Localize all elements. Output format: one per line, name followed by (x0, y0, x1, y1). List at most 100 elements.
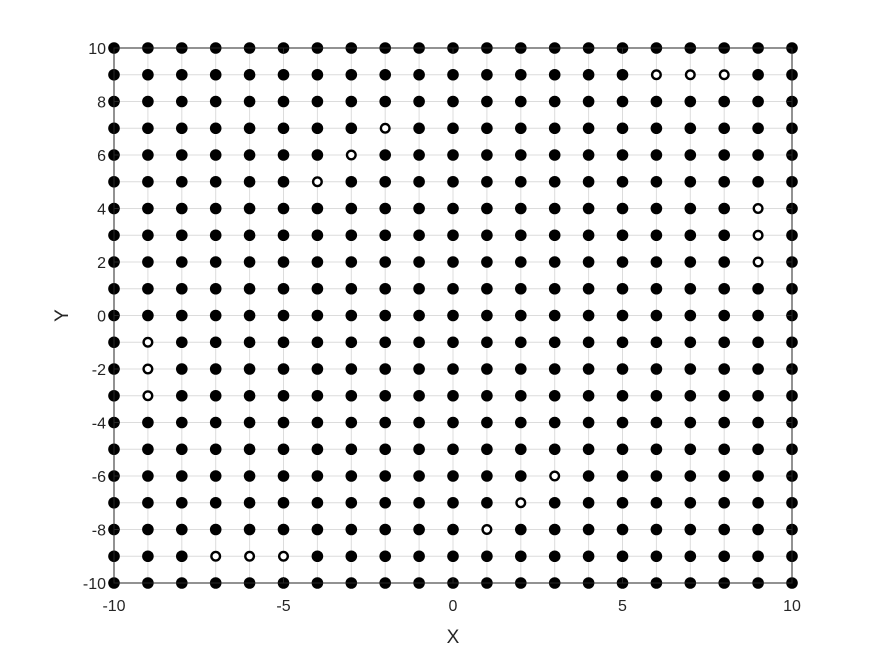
filled-point (447, 256, 459, 268)
y-axis-title: Y (52, 309, 73, 322)
filled-point (684, 229, 697, 242)
hollow-point (515, 497, 527, 509)
filled-point (752, 363, 764, 375)
filled-point (413, 68, 425, 81)
filled-point (684, 336, 697, 349)
filled-point (345, 229, 358, 242)
filled-point (413, 149, 425, 161)
filled-point (684, 175, 697, 188)
y-tick-label: 8 (97, 95, 106, 112)
filled-point (277, 309, 290, 322)
filled-point (142, 496, 154, 509)
filled-point (548, 282, 561, 295)
filled-point (650, 443, 663, 456)
filled-point (616, 389, 629, 402)
filled-point (582, 470, 595, 482)
filled-point (616, 95, 629, 108)
filled-point (684, 496, 697, 509)
filled-point (311, 95, 324, 108)
filled-point (684, 470, 697, 482)
filled-point (616, 523, 629, 536)
y-tick-label: 4 (97, 202, 106, 219)
filled-point (481, 256, 493, 268)
filled-point (616, 256, 629, 268)
filled-point (243, 336, 256, 349)
filled-point (243, 68, 256, 81)
filled-point (616, 122, 629, 135)
x-axis-title: X (447, 627, 460, 648)
filled-point (142, 229, 154, 242)
filled-point (616, 496, 629, 509)
filled-point (718, 443, 730, 456)
filled-point (379, 175, 392, 188)
filled-point (311, 416, 324, 429)
filled-point (718, 550, 730, 563)
filled-point (582, 149, 595, 161)
filled-point (176, 122, 188, 135)
hollow-point (684, 69, 696, 81)
filled-point (379, 229, 392, 242)
filled-point (481, 122, 493, 135)
filled-point (209, 229, 222, 242)
hollow-point (142, 390, 154, 402)
filled-point (684, 122, 697, 135)
filled-point (277, 175, 290, 188)
filled-point (752, 416, 764, 429)
hollow-point (142, 363, 154, 375)
filled-point (413, 336, 425, 349)
filled-point (311, 336, 324, 349)
y-tick-label: 10 (88, 41, 106, 58)
filled-point (209, 175, 222, 188)
filled-point (142, 550, 154, 563)
filled-point (447, 229, 459, 242)
filled-point (548, 309, 561, 322)
filled-point (752, 175, 764, 188)
filled-point (243, 496, 256, 509)
filled-point (413, 122, 425, 135)
hollow-point (752, 202, 764, 214)
filled-point (481, 336, 493, 349)
filled-point (718, 282, 730, 295)
filled-point (142, 523, 154, 536)
filled-point (176, 443, 188, 456)
filled-point (447, 336, 459, 349)
filled-point (209, 149, 222, 161)
filled-point (481, 282, 493, 295)
filled-point (176, 336, 188, 349)
filled-point (515, 175, 527, 188)
filled-point (176, 202, 188, 215)
filled-point (684, 282, 697, 295)
filled-point (582, 309, 595, 322)
filled-point (379, 336, 392, 349)
tick-marks (113, 47, 793, 584)
filled-point (447, 496, 459, 509)
filled-point (481, 309, 493, 322)
filled-point (718, 523, 730, 536)
filled-point (176, 68, 188, 81)
filled-point (243, 149, 256, 161)
filled-point (379, 202, 392, 215)
filled-point (277, 202, 290, 215)
hollow-point (752, 256, 764, 268)
filled-point (684, 95, 697, 108)
filled-point (548, 122, 561, 135)
filled-point (616, 149, 629, 161)
filled-point (515, 122, 527, 135)
filled-point (277, 443, 290, 456)
filled-point (209, 336, 222, 349)
filled-point (311, 550, 324, 563)
filled-point (481, 496, 493, 509)
filled-point (481, 175, 493, 188)
filled-point (582, 175, 595, 188)
filled-point (277, 256, 290, 268)
filled-point (176, 175, 188, 188)
y-tick-label: 0 (97, 309, 106, 326)
filled-point (209, 363, 222, 375)
filled-point (311, 68, 324, 81)
y-tick-label: 2 (97, 255, 106, 272)
filled-point (243, 282, 256, 295)
filled-point (243, 256, 256, 268)
filled-point (752, 122, 764, 135)
filled-point (345, 443, 358, 456)
